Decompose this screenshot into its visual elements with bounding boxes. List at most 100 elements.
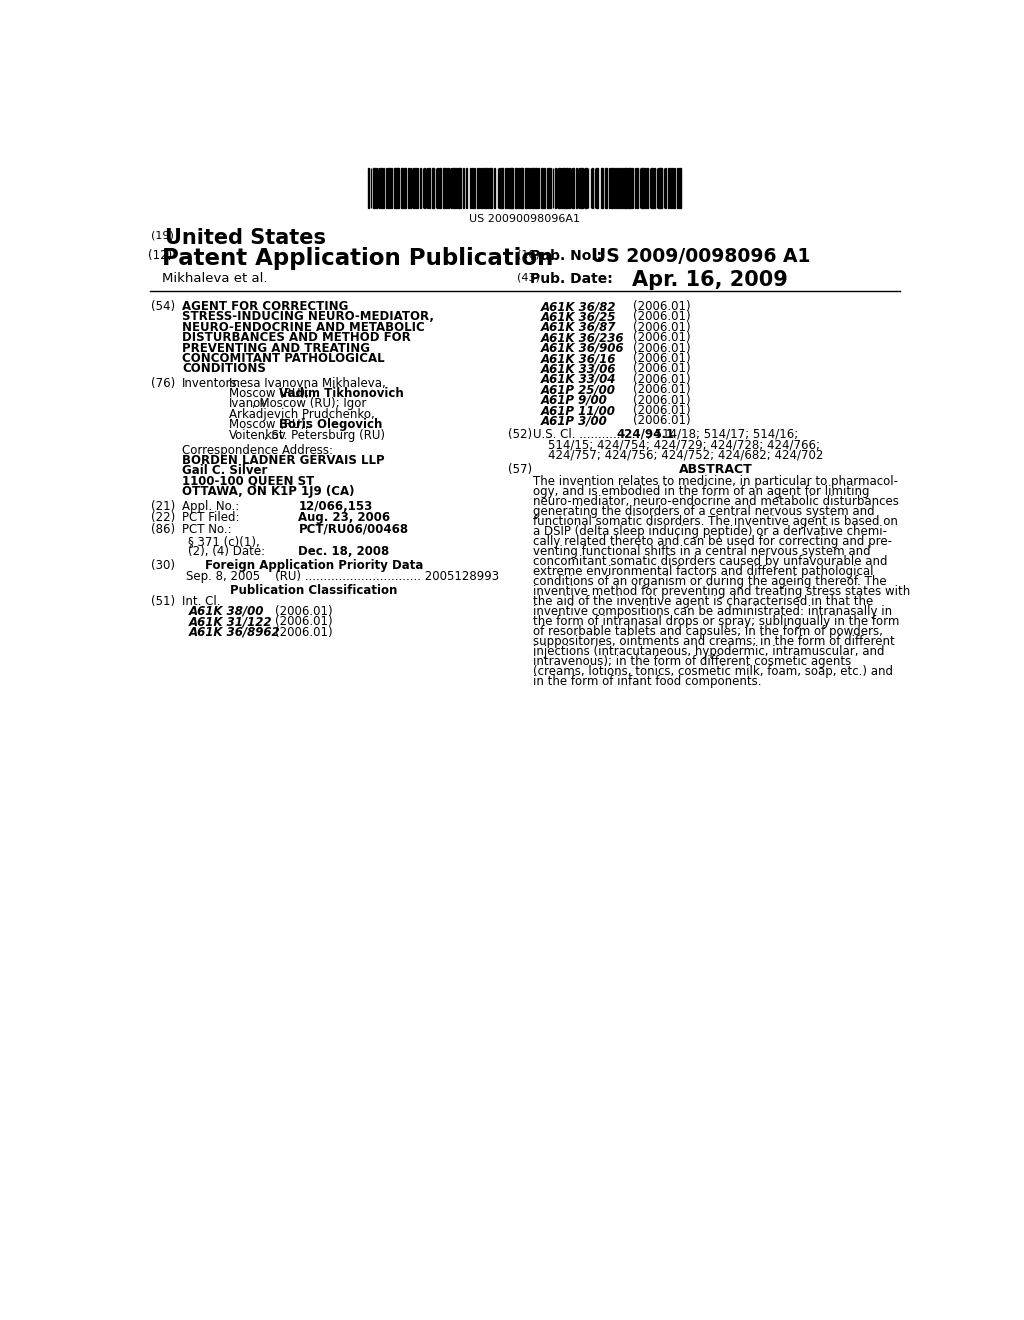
Text: (21): (21): [152, 499, 175, 512]
Text: Vadim Tikhonovich: Vadim Tikhonovich: [280, 387, 403, 400]
Text: A61K 36/236: A61K 36/236: [541, 331, 624, 345]
Text: STRESS-INDUCING NEURO-MEDIATOR,: STRESS-INDUCING NEURO-MEDIATOR,: [182, 310, 434, 323]
Bar: [373, 168, 375, 207]
Text: United States: United States: [165, 227, 327, 248]
Text: 12/066,153: 12/066,153: [299, 499, 373, 512]
Text: 1100-100 QUEEN ST: 1100-100 QUEEN ST: [182, 475, 314, 488]
Text: A61K 36/906: A61K 36/906: [541, 342, 624, 355]
Text: the aid of the inventive agent is characterised in that the: the aid of the inventive agent is charac…: [532, 595, 872, 609]
Text: (2006.01): (2006.01): [633, 331, 691, 345]
Bar: [641, 168, 643, 207]
Bar: [432, 168, 434, 207]
Bar: [458, 168, 460, 207]
Text: the form of intranasal drops or spray; sublingually in the form: the form of intranasal drops or spray; s…: [532, 615, 899, 628]
Text: BORDEN LADNER GERVAIS LLP: BORDEN LADNER GERVAIS LLP: [182, 454, 385, 467]
Text: suppositories, ointments and creams; in the form of different: suppositories, ointments and creams; in …: [532, 635, 894, 648]
Text: 424/757; 424/756; 424/752; 424/682; 424/702: 424/757; 424/756; 424/752; 424/682; 424/…: [548, 449, 823, 462]
Text: a DSIP (delta sleep inducing peptide) or a derivative chemi-: a DSIP (delta sleep inducing peptide) or…: [532, 525, 887, 539]
Text: (2006.01): (2006.01): [633, 342, 691, 355]
Text: (2006.01): (2006.01): [633, 393, 691, 407]
Text: PCT Filed:: PCT Filed:: [182, 511, 240, 524]
Text: A61P 11/00: A61P 11/00: [541, 404, 615, 417]
Text: PREVENTING AND TREATING: PREVENTING AND TREATING: [182, 342, 371, 355]
Bar: [485, 168, 486, 207]
Text: Pub. Date:: Pub. Date:: [530, 272, 613, 286]
Bar: [586, 168, 587, 207]
Text: Boris Olegovich: Boris Olegovich: [280, 418, 383, 432]
Text: (52): (52): [508, 428, 531, 441]
Text: A61K 33/04: A61K 33/04: [541, 372, 615, 385]
Text: generating the disorders of a central nervous system and: generating the disorders of a central ne…: [532, 506, 874, 517]
Text: AGENT FOR CORRECTING: AGENT FOR CORRECTING: [182, 300, 348, 313]
Text: Apr. 16, 2009: Apr. 16, 2009: [632, 271, 787, 290]
Bar: [408, 168, 410, 207]
Text: Sep. 8, 2005    (RU) ............................... 2005128993: Sep. 8, 2005 (RU) ......................…: [186, 570, 500, 583]
Text: US 2009/0098096 A1: US 2009/0098096 A1: [592, 247, 811, 265]
Text: Arkadjevich Prudchenko,: Arkadjevich Prudchenko,: [228, 408, 375, 421]
Bar: [572, 168, 574, 207]
Text: (2006.01): (2006.01): [633, 321, 691, 334]
Text: Inventors:: Inventors:: [182, 376, 242, 389]
Text: functional somatic disorders. The inventive agent is based on: functional somatic disorders. The invent…: [532, 515, 897, 528]
Text: (2006.01): (2006.01): [633, 363, 691, 375]
Bar: [463, 168, 464, 207]
Text: inventive compositions can be administrated: intranasally in: inventive compositions can be administra…: [532, 605, 892, 618]
Text: (2), (4) Date:: (2), (4) Date:: [188, 545, 265, 558]
Text: A61K 36/16: A61K 36/16: [541, 352, 615, 366]
Text: in the form of infant food components.: in the form of infant food components.: [532, 675, 761, 688]
Text: ; 514/18; 514/17; 514/16;: ; 514/18; 514/17; 514/16;: [647, 428, 799, 441]
Bar: [528, 168, 529, 207]
Bar: [558, 168, 560, 207]
Bar: [541, 168, 544, 207]
Text: (2006.01): (2006.01): [275, 605, 333, 618]
Bar: [388, 168, 390, 207]
Text: Publication Classification: Publication Classification: [230, 583, 397, 597]
Text: venting functional shifts in a central nervous system and: venting functional shifts in a central n…: [532, 545, 870, 558]
Bar: [622, 168, 624, 207]
Bar: [505, 168, 506, 207]
Text: (30): (30): [152, 560, 175, 572]
Text: (10): (10): [517, 249, 540, 259]
Text: Moscow (RU);: Moscow (RU);: [228, 387, 312, 400]
Bar: [509, 168, 512, 207]
Text: US 20090098096A1: US 20090098096A1: [469, 214, 581, 224]
Text: ABSTRACT: ABSTRACT: [679, 462, 753, 475]
Text: (creams, lotions, tonics, cosmetic milk, foam, soap, etc.) and: (creams, lotions, tonics, cosmetic milk,…: [532, 665, 893, 678]
Text: Pub. No.:: Pub. No.:: [530, 249, 602, 263]
Text: § 371 (c)(1),: § 371 (c)(1),: [188, 535, 260, 548]
Text: Dec. 18, 2008: Dec. 18, 2008: [299, 545, 390, 558]
Text: Voitenkov: Voitenkov: [228, 429, 287, 442]
Text: (57): (57): [508, 462, 531, 475]
Bar: [395, 168, 397, 207]
Bar: [550, 168, 551, 207]
Text: (22): (22): [152, 511, 175, 524]
Text: (2006.01): (2006.01): [633, 310, 691, 323]
Text: Inesa Ivanovna Mikhaleva,: Inesa Ivanovna Mikhaleva,: [228, 376, 385, 389]
Text: CONDITIONS: CONDITIONS: [182, 363, 266, 375]
Bar: [515, 168, 517, 207]
Text: (86): (86): [152, 523, 175, 536]
Text: (2006.01): (2006.01): [275, 615, 333, 628]
Text: inventive method for preventing and treating stress states with: inventive method for preventing and trea…: [532, 585, 909, 598]
Bar: [596, 168, 598, 207]
Text: 514/15; 424/754; 424/729; 424/728; 424/766;: 514/15; 424/754; 424/729; 424/728; 424/7…: [548, 438, 820, 451]
Text: (54): (54): [152, 300, 175, 313]
Text: A61P 9/00: A61P 9/00: [541, 393, 607, 407]
Text: Appl. No.:: Appl. No.:: [182, 499, 240, 512]
Bar: [438, 168, 441, 207]
Text: concomitant somatic disorders caused by unfavourable and: concomitant somatic disorders caused by …: [532, 554, 887, 568]
Text: Mikhaleva et al.: Mikhaleva et al.: [162, 272, 267, 285]
Text: of resorbable tablets and capsules; in the form of powders,: of resorbable tablets and capsules; in t…: [532, 626, 883, 638]
Text: OTTAWA, ON K1P 1J9 (CA): OTTAWA, ON K1P 1J9 (CA): [182, 486, 354, 498]
Bar: [660, 168, 662, 207]
Text: A61K 33/06: A61K 33/06: [541, 363, 615, 375]
Bar: [608, 168, 610, 207]
Text: , Moscow (RU); Igor: , Moscow (RU); Igor: [252, 397, 367, 411]
Text: neuro-mediator, neuro-endocrine and metabolic disturbances: neuro-mediator, neuro-endocrine and meta…: [532, 495, 898, 508]
Bar: [474, 168, 475, 207]
Text: U.S. Cl. ...............: U.S. Cl. ...............: [532, 428, 635, 441]
Text: (2006.01): (2006.01): [633, 372, 691, 385]
Text: A61K 36/87: A61K 36/87: [541, 321, 615, 334]
Bar: [445, 168, 447, 207]
Bar: [520, 168, 521, 207]
